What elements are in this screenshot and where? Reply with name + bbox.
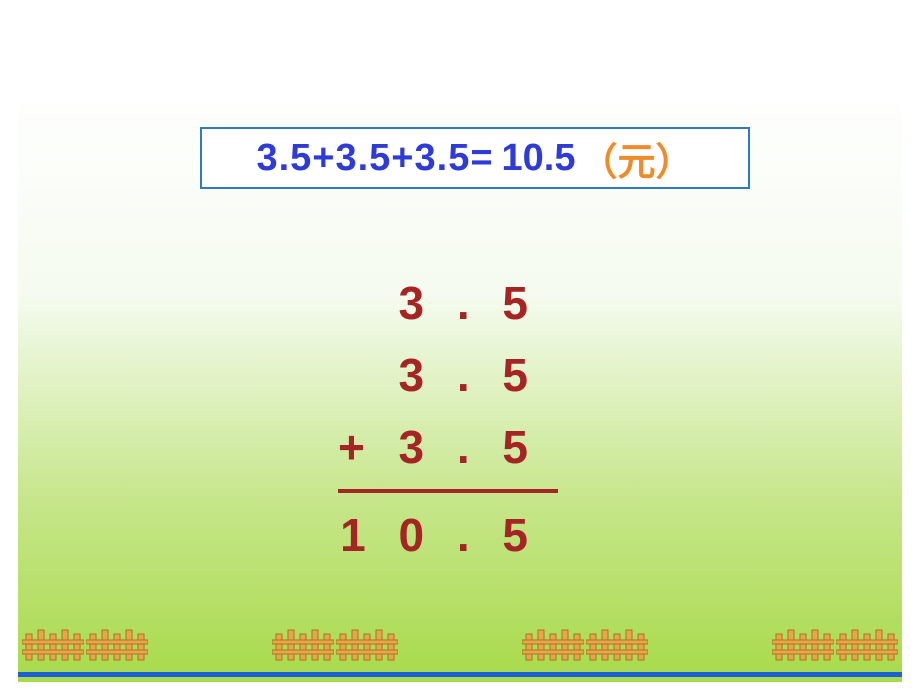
equation-result: 10.5 [502, 137, 576, 180]
plus-sign: + [338, 411, 375, 483]
equation-expression: 3.5+3.5+3.5= [256, 137, 493, 180]
addend-row-3: + 3 . 5 [298, 411, 578, 483]
fence-icon [86, 628, 148, 670]
bottom-border-line [18, 672, 902, 677]
column-addition: 3 . 5 3 . 5 + 3 . 5 1 0 . 5 [298, 267, 578, 571]
fence-icon [22, 628, 84, 670]
addend-3-value: 3 . 5 [398, 421, 538, 473]
slide-content: 3.5+3.5+3.5= 10.5 （元） 3 . 5 3 . 5 + 3 . … [18, 82, 902, 682]
fence-group [772, 628, 898, 670]
fence-decoration [18, 628, 902, 670]
fence-icon [836, 628, 898, 670]
fence-group [522, 628, 648, 670]
sum-row: 1 0 . 5 [298, 499, 578, 571]
sum-line [338, 489, 558, 493]
fence-icon [336, 628, 398, 670]
fence-icon [522, 628, 584, 670]
fence-icon [772, 628, 834, 670]
equation-box: 3.5+3.5+3.5= 10.5 （元） [200, 127, 750, 189]
equation-unit: （元） [580, 131, 694, 186]
fence-icon [586, 628, 648, 670]
fence-group [22, 628, 148, 670]
addend-row-2: 3 . 5 [298, 339, 578, 411]
fence-icon [272, 628, 334, 670]
slide: 3.5+3.5+3.5= 10.5 （元） 3 . 5 3 . 5 + 3 . … [0, 0, 920, 690]
addend-row-1: 3 . 5 [298, 267, 578, 339]
fence-group [272, 628, 398, 670]
